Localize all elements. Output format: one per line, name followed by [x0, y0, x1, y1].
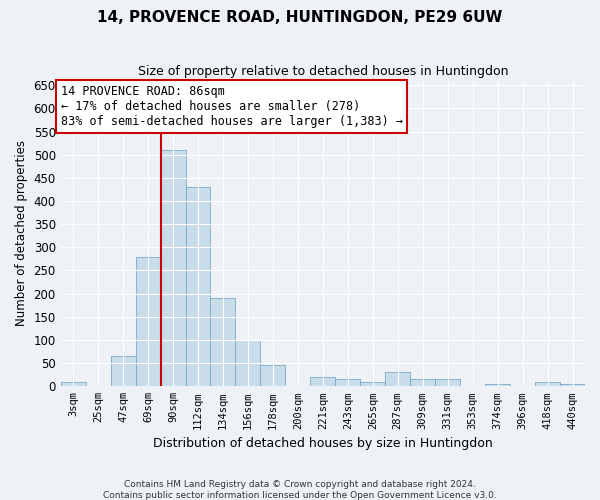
Bar: [235, 340, 260, 386]
Bar: [435, 380, 460, 386]
Bar: [485, 384, 510, 386]
Text: 14, PROVENCE ROAD, HUNTINGDON, PE29 6UW: 14, PROVENCE ROAD, HUNTINGDON, PE29 6UW: [97, 10, 503, 25]
Text: Contains HM Land Registry data © Crown copyright and database right 2024.
Contai: Contains HM Land Registry data © Crown c…: [103, 480, 497, 500]
Bar: [136, 256, 161, 386]
Text: 14 PROVENCE ROAD: 86sqm
← 17% of detached houses are smaller (278)
83% of semi-d: 14 PROVENCE ROAD: 86sqm ← 17% of detache…: [61, 85, 403, 128]
Bar: [110, 356, 136, 386]
Y-axis label: Number of detached properties: Number of detached properties: [15, 140, 28, 326]
Bar: [335, 380, 360, 386]
Bar: [410, 380, 435, 386]
Bar: [61, 382, 86, 386]
Bar: [310, 377, 335, 386]
Bar: [360, 382, 385, 386]
Bar: [535, 382, 560, 386]
Bar: [385, 372, 410, 386]
Bar: [185, 187, 211, 386]
X-axis label: Distribution of detached houses by size in Huntingdon: Distribution of detached houses by size …: [153, 437, 493, 450]
Title: Size of property relative to detached houses in Huntingdon: Size of property relative to detached ho…: [137, 65, 508, 78]
Bar: [560, 384, 585, 386]
Bar: [161, 150, 185, 386]
Bar: [260, 366, 286, 386]
Bar: [211, 298, 235, 386]
